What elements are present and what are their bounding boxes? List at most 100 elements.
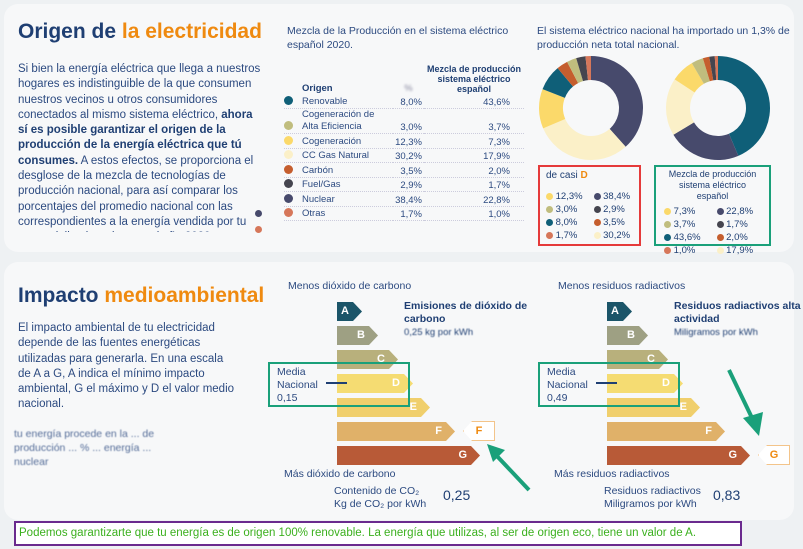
legend-item: 30,2% — [593, 230, 634, 241]
scale-bar-e: E — [337, 398, 430, 417]
donut-slice-cc-gas-natural — [543, 118, 626, 160]
origin-cell: Otras — [284, 206, 394, 221]
scale-bar-b: B — [337, 326, 378, 345]
color-dot — [284, 179, 293, 188]
pct-cell: 3,0% — [393, 108, 424, 134]
scale-bottom-label: Más dióxido de carbono — [284, 468, 396, 480]
mix-table: Origen % Mezcla de producción sistema el… — [284, 58, 524, 221]
legend-national-title: Mezcla de producción sistema eléctrico e… — [668, 169, 757, 201]
media-nacional-box — [538, 362, 680, 407]
pct-cell: 12,3% — [393, 133, 424, 149]
legend-dot — [664, 246, 671, 254]
mix-cell: 43,6% — [424, 94, 524, 109]
pct-cell: 38,4% — [393, 191, 424, 207]
table-row: CC Gas Natural 30,2% 17,9% — [284, 148, 524, 163]
media-nacional-label: Media Nacional 0,15 — [277, 366, 318, 404]
metric-value: 0,83 — [713, 487, 741, 503]
table-row: Carbón 3,5% 2,0% — [284, 162, 524, 178]
table-row: Renovable 8,0% 43,6% — [284, 94, 524, 109]
legend-item: 22,8% — [716, 206, 762, 217]
legend-dot — [546, 231, 553, 239]
table-row: Cogeneración 12,3% 7,3% — [284, 133, 524, 149]
metric-label: Contenido de CO₂ Kg de CO₂ por kWh — [334, 485, 427, 510]
donut-slice-fuel-gas — [576, 56, 589, 82]
footer-text: Podemos garantizarte que tu energía es d… — [19, 527, 697, 539]
donut-slice-cogeneraci-n — [539, 89, 566, 129]
donut-slice-otras — [585, 56, 591, 81]
donut-slice-cogeneraci-n-de-alta-eficiencia — [567, 58, 584, 84]
color-dot — [284, 208, 293, 217]
media-line — [326, 382, 347, 384]
origin-cell: Carbón — [284, 162, 394, 178]
legend-item: 2,9% — [593, 204, 634, 215]
scale-bar-a: A — [607, 302, 632, 321]
rating-badge: F — [463, 421, 495, 441]
origen-title: Origen de la electricidad — [18, 20, 262, 43]
nuclear-dot — [255, 210, 262, 217]
footer-box — [14, 521, 742, 546]
donut-company — [539, 56, 643, 160]
import-note: El sistema eléctrico nacional ha importa… — [537, 25, 790, 51]
legend-item: 3,0% — [546, 204, 586, 215]
scale-bar-f: F — [607, 422, 725, 441]
donut-slice-cogeneraci-n-de-alta-eficiencia — [691, 58, 710, 84]
table-row: Otras 1,7% 1,0% — [284, 206, 524, 221]
col-origen: Origen — [302, 83, 333, 94]
legend-dot — [716, 220, 724, 228]
pct-cell: 3,5% — [393, 162, 424, 178]
mix-cell: 2,0% — [424, 162, 524, 178]
table-row: Nuclear 38,4% 22,8% — [284, 191, 524, 207]
legend-item: 1,0% — [664, 245, 709, 256]
legend-dot — [716, 207, 724, 215]
scale-bottom-label: Más residuos radiactivos — [554, 468, 670, 480]
legend-dot — [593, 205, 601, 213]
arrow-rad-icon — [727, 369, 763, 436]
impacto-garbled-text: tu energía procede en la ... de producci… — [14, 428, 155, 468]
impacto-paragraph: El impacto ambiental de tu electricidad … — [18, 322, 235, 411]
arrow-co2-icon — [487, 444, 531, 492]
legend-item: 7,3% — [664, 206, 709, 217]
scale-top-label: Menos residuos radiactivos — [558, 280, 686, 292]
legend-item: 1,7% — [546, 230, 586, 241]
col-mix: Mezcla de producción sistema eléctrico e… — [426, 64, 522, 94]
legend-item: 2,0% — [716, 232, 762, 243]
mix-cell: 1,0% — [424, 206, 524, 221]
media-line — [596, 382, 617, 384]
legend-item: 38,4% — [593, 191, 634, 202]
table-row: Fuel/Gas 2,9% 1,7% — [284, 177, 524, 192]
rating-badge: G — [758, 445, 790, 465]
donut-slice-otras — [714, 56, 718, 81]
legend-dot — [546, 192, 553, 200]
donut-slice-carb-n — [557, 61, 579, 87]
legend-item: 17,9% — [716, 245, 762, 256]
donut-slice-cogeneraci-n — [674, 63, 704, 93]
scale-top-label: Menos dióxido de carbono — [288, 280, 412, 292]
scale-bar-d: D — [607, 374, 683, 393]
legend-item: 3,7% — [664, 219, 709, 230]
impacto-title: Impacto medioambiental — [18, 284, 265, 307]
legend-company-title: de casi D — [546, 170, 588, 181]
media-nacional-box — [268, 362, 410, 407]
origin-cell: Cogeneración — [284, 133, 394, 149]
pct-cell: 1,7% — [393, 206, 424, 221]
chart-heading: Emisiones de dióxido de carbono 0,25 kg p… — [404, 300, 528, 338]
pct-cell: 2,9% — [393, 177, 424, 192]
pct-cell: 30,2% — [393, 148, 424, 163]
legend-dot — [664, 207, 671, 215]
scale-bar-c: C — [607, 350, 668, 369]
color-dot — [284, 96, 293, 105]
legend-dot — [593, 218, 601, 226]
mix-cell: 22,8% — [424, 191, 524, 207]
origin-cell: Nuclear — [284, 191, 394, 207]
scale-bar-b: B — [607, 326, 648, 345]
legend-item: 8,0% — [546, 217, 586, 228]
mix-cell: 17,9% — [424, 148, 524, 163]
origin-cell: Fuel/Gas — [284, 177, 394, 192]
legend-dot — [664, 220, 671, 228]
metric-label: Residuos radiactivos Miligramos por kWh — [604, 485, 701, 510]
donut-slice-cc-gas-natural — [666, 79, 695, 135]
donut-slice-nuclear — [673, 122, 739, 160]
color-dot — [284, 164, 293, 174]
donut-slice-renovable — [542, 68, 574, 98]
legend-national: Mezcla de producción sistema eléctrico e… — [654, 165, 771, 256]
